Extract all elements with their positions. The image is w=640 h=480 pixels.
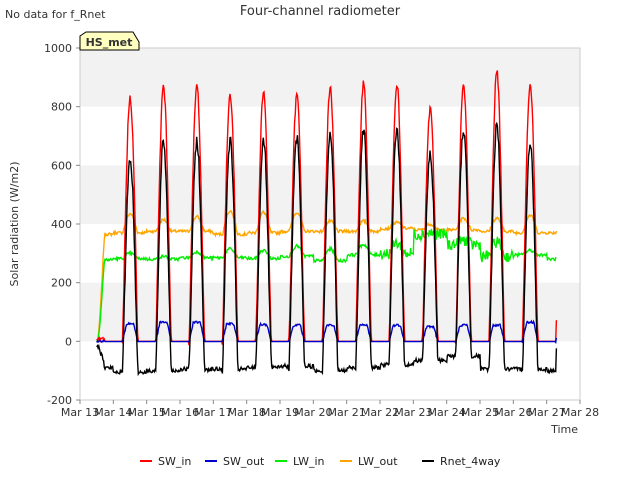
y-tick-label: 600: [51, 159, 72, 172]
grid-band: [80, 165, 580, 224]
x-tick-label: Mar 27: [528, 406, 566, 419]
y-tick-label: 400: [51, 218, 72, 231]
x-tick-label: Mar 17: [194, 406, 232, 419]
y-axis: -200 0 200 400 600 800 1000: [44, 42, 80, 407]
y-tick-label: 200: [51, 277, 72, 290]
y-tick-label: 800: [51, 101, 72, 114]
grid-band: [80, 224, 580, 283]
legend-label: LW_in: [293, 455, 325, 468]
x-tick-label: Mar 16: [161, 406, 199, 419]
station-badge: HS_met: [79, 31, 140, 51]
grid-band: [80, 48, 580, 107]
x-tick-label: Mar 22: [361, 406, 399, 419]
badge-shape: [79, 31, 140, 51]
legend-label: SW_in: [158, 455, 191, 468]
grid-band: [80, 341, 580, 400]
x-tick-label: Mar 24: [428, 406, 466, 419]
y-tick-label: -200: [47, 394, 72, 407]
legend-label: SW_out: [223, 455, 265, 468]
x-tick-label: Mar 21: [328, 406, 366, 419]
x-tick-label: Mar 18: [228, 406, 266, 419]
grid-bands: [80, 48, 580, 400]
legend-label: LW_out: [358, 455, 398, 468]
x-tick-label: Mar 25: [461, 406, 499, 419]
x-tick-label: Mar 20: [294, 406, 332, 419]
series-line-sw-out: [96, 319, 558, 344]
chart-title: Four-channel radiometer: [240, 4, 401, 19]
badge-label: HS_met: [86, 36, 133, 49]
series-layer: [96, 70, 558, 377]
x-tick-label: Mar 28: [561, 406, 599, 419]
x-tick-label: Mar 19: [261, 406, 299, 419]
x-tick-label: Mar 13: [61, 406, 99, 419]
x-tick-label: Mar 26: [494, 406, 532, 419]
legend: SW_in SW_out LW_in LW_out Rnet_4way: [140, 455, 501, 468]
grid-band: [80, 282, 580, 342]
y-tick-label: 0: [65, 335, 72, 348]
x-axis-label: Time: [550, 423, 578, 436]
x-tick-label: Mar 23: [394, 406, 432, 419]
y-axis-label: Solar radiation (W/m2): [8, 161, 21, 286]
series-line-lw-in: [96, 227, 557, 342]
no-data-note: No data for f_Rnet: [5, 8, 106, 21]
legend-label: Rnet_4way: [440, 455, 501, 468]
x-tick-label: Mar 14: [94, 406, 132, 419]
y-tick-label: 1000: [44, 42, 72, 55]
x-tick-label: Mar 15: [128, 406, 166, 419]
series-line-rnet-4way: [96, 121, 558, 377]
